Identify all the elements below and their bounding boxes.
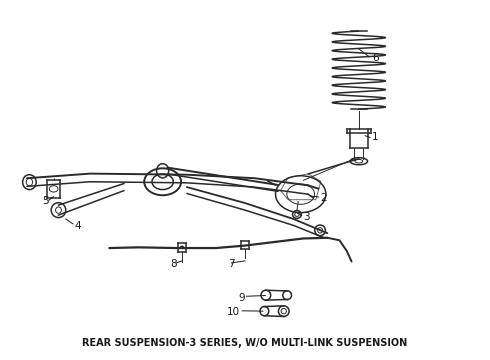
Text: 3: 3 (303, 212, 310, 222)
Text: 10: 10 (227, 307, 240, 317)
Text: REAR SUSPENSION-3 SERIES, W/O MULTI-LINK SUSPENSION: REAR SUSPENSION-3 SERIES, W/O MULTI-LINK… (82, 338, 408, 348)
Text: 6: 6 (372, 53, 379, 63)
Circle shape (180, 246, 184, 249)
Text: 1: 1 (372, 132, 379, 143)
Text: 2: 2 (320, 193, 327, 203)
Text: 4: 4 (74, 221, 81, 231)
Text: 9: 9 (238, 293, 245, 303)
Text: 8: 8 (170, 259, 176, 269)
Text: 5: 5 (43, 196, 49, 206)
Text: 7: 7 (228, 259, 235, 269)
